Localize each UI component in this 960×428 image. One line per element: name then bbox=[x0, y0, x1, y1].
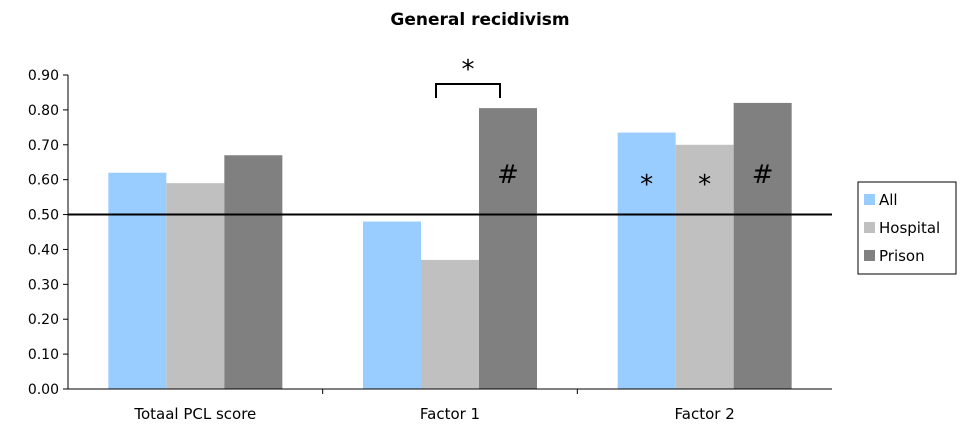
y-axis-ticks: 0.00 0.10 0.20 0.30 0.40 0.50 0.60 0.70 0.80 0.90 bbox=[28, 68, 68, 398]
y-tick-label: 0.10 bbox=[28, 347, 59, 363]
annotation-mark: # bbox=[752, 160, 774, 190]
bar-hospital-2 bbox=[675, 144, 734, 389]
chart-title: General recidivism bbox=[390, 10, 569, 30]
y-tick-label: 0.70 bbox=[28, 138, 59, 154]
annotation-mark: * bbox=[640, 170, 653, 200]
legend-label-all: All bbox=[879, 191, 898, 209]
y-tick-label: 0.90 bbox=[28, 68, 59, 84]
bar-hospital-1 bbox=[421, 259, 479, 389]
y-tick-label: 0.00 bbox=[28, 382, 59, 398]
bracket-mark: * bbox=[462, 55, 475, 85]
y-tick-label: 0.20 bbox=[28, 312, 59, 328]
bar-prison-1 bbox=[479, 108, 537, 390]
annotation-mark: # bbox=[497, 160, 519, 190]
bar-all-0 bbox=[108, 172, 167, 389]
bar-prison-2 bbox=[733, 102, 792, 390]
bar-all-2 bbox=[617, 132, 676, 390]
y-tick-label: 0.50 bbox=[28, 208, 59, 224]
legend: All Hospital Prison bbox=[857, 181, 957, 275]
legend-label-prison: Prison bbox=[879, 247, 925, 265]
x-tick-label: Factor 2 bbox=[675, 405, 735, 423]
legend-swatch-all bbox=[864, 194, 875, 205]
legend-label-hospital: Hospital bbox=[879, 219, 940, 237]
x-tick-label: Totaal PCL score bbox=[133, 405, 256, 423]
significance-bracket bbox=[435, 83, 501, 98]
annotations: # * * # * bbox=[435, 55, 774, 200]
annotation-mark: * bbox=[698, 170, 711, 200]
legend-swatch-prison bbox=[864, 250, 875, 261]
bar-all-1 bbox=[363, 221, 421, 389]
legend-swatch-hospital bbox=[864, 222, 875, 233]
bar-prison-0 bbox=[224, 155, 283, 389]
y-tick-label: 0.40 bbox=[28, 242, 59, 258]
y-tick-label: 0.60 bbox=[28, 173, 59, 189]
x-tick-label: Factor 1 bbox=[420, 405, 480, 423]
bar-hospital-0 bbox=[166, 183, 225, 389]
bars bbox=[108, 102, 792, 390]
y-tick-label: 0.30 bbox=[28, 277, 59, 293]
x-axis-labels: Totaal PCL score Factor 1 Factor 2 bbox=[133, 389, 735, 423]
y-tick-label: 0.80 bbox=[28, 103, 59, 119]
